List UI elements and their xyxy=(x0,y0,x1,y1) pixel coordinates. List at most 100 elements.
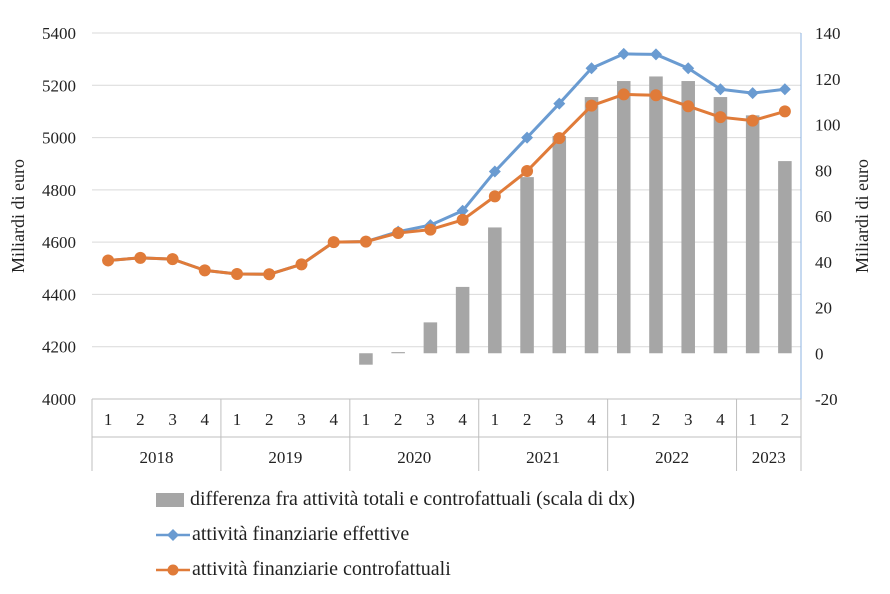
x-tick-label: 2 xyxy=(394,410,403,429)
bar xyxy=(552,135,567,354)
legend-label-difference: differenza fra attività totali e controf… xyxy=(190,488,635,510)
year-label: 2019 xyxy=(268,448,302,467)
y-tick-label-right: 100 xyxy=(815,116,841,135)
point-counterfactual xyxy=(521,165,534,178)
bar-series xyxy=(359,76,792,365)
point-effective xyxy=(649,48,662,61)
y-tick-label-right: 80 xyxy=(815,161,832,180)
y-tick-label-right: 120 xyxy=(815,70,841,89)
point-counterfactual xyxy=(649,89,662,102)
year-label: 2018 xyxy=(139,448,173,467)
point-counterfactual xyxy=(585,99,598,112)
y-tick-label-left: 5200 xyxy=(42,76,76,95)
y-tick-label-right: 40 xyxy=(815,253,832,272)
y-tick-label-right: 0 xyxy=(815,344,824,363)
legend: differenza fra attività totali e controf… xyxy=(156,482,635,587)
y-tick-label-right: -20 xyxy=(815,390,838,409)
bar xyxy=(423,322,438,354)
line-series xyxy=(102,47,791,281)
point-counterfactual xyxy=(778,105,791,118)
x-tick-label: 2 xyxy=(136,410,145,429)
diamond-line-swatch-icon xyxy=(156,528,190,541)
y-tick-label-right: 60 xyxy=(815,207,832,226)
bar xyxy=(681,81,695,354)
point-effective xyxy=(714,83,727,96)
x-tick-label: 3 xyxy=(684,410,693,429)
y-tick-label-left: 4000 xyxy=(42,390,76,409)
point-effective xyxy=(488,165,501,178)
y-tick-label-right: 140 xyxy=(815,24,841,43)
bar xyxy=(616,81,631,354)
x-tick-label: 3 xyxy=(426,410,435,429)
point-counterfactual xyxy=(553,132,566,145)
y-axis-label-left: Miliardi di euro xyxy=(8,159,28,273)
bar xyxy=(359,353,373,365)
year-label: 2022 xyxy=(655,448,689,467)
legend-label-effective: attività finanziarie effettive xyxy=(192,523,410,545)
chart-canvas: 4000 4200 4400 4600 4800 5000 5200 5400 -20 0 20 40… xyxy=(8,24,872,471)
point-counterfactual xyxy=(424,223,437,236)
point-counterfactual xyxy=(327,236,340,249)
year-label: 2020 xyxy=(397,448,431,467)
point-counterfactual xyxy=(488,190,501,203)
bar xyxy=(455,286,470,354)
point-counterfactual xyxy=(263,268,276,281)
x-tick-label: 2 xyxy=(265,410,274,429)
circle-line-swatch-icon xyxy=(156,564,190,575)
point-effective xyxy=(746,87,759,100)
point-counterfactual xyxy=(231,268,244,281)
point-effective xyxy=(553,97,566,110)
point-counterfactual xyxy=(714,111,727,124)
bar xyxy=(778,161,792,354)
x-tick-label: 1 xyxy=(104,410,113,429)
point-effective xyxy=(778,83,791,96)
y-tick-label-left: 4800 xyxy=(42,181,76,200)
bar xyxy=(649,76,663,354)
x-tick-label: 3 xyxy=(555,410,564,429)
x-tick-label: 1 xyxy=(362,410,371,429)
x-tick-label: 4 xyxy=(458,410,467,429)
y-tick-label-left: 5000 xyxy=(42,129,76,148)
x-tick-label: 2 xyxy=(781,410,790,429)
point-counterfactual xyxy=(134,251,147,264)
line-counterfactual xyxy=(107,92,786,276)
x-tick-label: 4 xyxy=(716,410,725,429)
x-tick-label: 1 xyxy=(233,410,242,429)
point-counterfactual xyxy=(617,88,630,101)
point-effective xyxy=(617,47,630,60)
y-tick-label-left: 4200 xyxy=(42,338,76,357)
point-counterfactual xyxy=(682,100,695,113)
x-tick-label: 3 xyxy=(297,410,306,429)
y-axis-label-right: Miliardi di euro xyxy=(852,159,872,273)
gridlines xyxy=(92,32,801,400)
legend-item-effective: attività finanziarie effettive xyxy=(156,517,635,552)
bar xyxy=(584,97,599,354)
x-tick-label: 2 xyxy=(523,410,532,429)
point-effective xyxy=(682,62,695,75)
point-effective xyxy=(521,131,534,144)
point-effective xyxy=(585,62,598,75)
bar xyxy=(520,177,534,354)
point-counterfactual xyxy=(102,254,115,267)
point-counterfactual xyxy=(392,226,405,239)
x-tick-label: 1 xyxy=(748,410,757,429)
point-counterfactual xyxy=(166,253,179,266)
point-counterfactual xyxy=(456,213,469,226)
legend-item-counterfactual: attività finanziarie controfattuali xyxy=(156,552,635,587)
point-effective xyxy=(456,204,469,217)
year-label: 2023 xyxy=(752,448,786,467)
x-tick-label: 4 xyxy=(201,410,210,429)
year-label: 2021 xyxy=(526,448,560,467)
bar xyxy=(488,227,502,354)
bar xyxy=(745,115,760,354)
x-tick-label: 2 xyxy=(652,410,661,429)
x-tick-label: 1 xyxy=(491,410,500,429)
x-tick-label: 4 xyxy=(329,410,338,429)
x-tick-label: 3 xyxy=(168,410,177,429)
legend-item-difference: differenza fra attività totali e controf… xyxy=(156,482,635,517)
x-tick-label: 1 xyxy=(620,410,629,429)
point-counterfactual xyxy=(359,235,372,248)
point-counterfactual xyxy=(198,264,211,277)
axes: 4000 4200 4400 4600 4800 5000 5200 5400 -20 0 20 40… xyxy=(42,24,841,471)
y-tick-label-left: 4400 xyxy=(42,285,76,304)
